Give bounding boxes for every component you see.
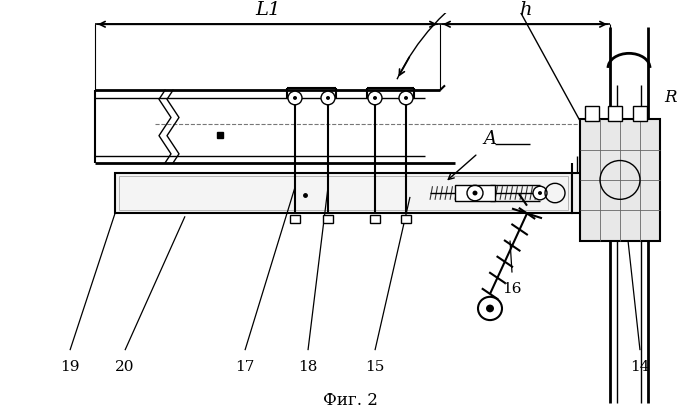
Text: h: h xyxy=(519,1,531,19)
Bar xyxy=(585,106,599,121)
Circle shape xyxy=(321,91,335,105)
Circle shape xyxy=(368,91,382,105)
Bar xyxy=(290,215,300,223)
Text: A: A xyxy=(484,130,496,148)
Bar xyxy=(119,176,568,210)
Text: 14: 14 xyxy=(630,360,650,374)
Text: 20: 20 xyxy=(116,360,134,374)
Circle shape xyxy=(538,191,542,195)
Bar xyxy=(323,215,333,223)
Text: Фиг. 2: Фиг. 2 xyxy=(323,392,377,409)
Circle shape xyxy=(486,304,494,312)
Text: L1: L1 xyxy=(255,1,280,19)
Circle shape xyxy=(473,191,477,195)
Circle shape xyxy=(293,96,297,100)
Text: 17: 17 xyxy=(235,360,255,374)
Bar xyxy=(455,185,495,201)
Circle shape xyxy=(478,297,502,320)
Circle shape xyxy=(399,91,413,105)
Bar xyxy=(401,215,411,223)
Circle shape xyxy=(326,96,330,100)
Circle shape xyxy=(288,91,302,105)
Text: 16: 16 xyxy=(503,282,522,296)
Bar xyxy=(580,119,660,241)
Text: 15: 15 xyxy=(365,360,385,374)
Text: 18: 18 xyxy=(298,360,318,374)
Circle shape xyxy=(533,186,547,200)
Text: 19: 19 xyxy=(60,360,80,374)
Bar xyxy=(633,106,647,121)
Circle shape xyxy=(404,96,408,100)
Circle shape xyxy=(373,96,377,100)
Bar xyxy=(572,173,610,213)
Text: R: R xyxy=(664,89,676,106)
Bar xyxy=(370,215,380,223)
Bar xyxy=(115,173,572,213)
Bar xyxy=(608,106,622,121)
